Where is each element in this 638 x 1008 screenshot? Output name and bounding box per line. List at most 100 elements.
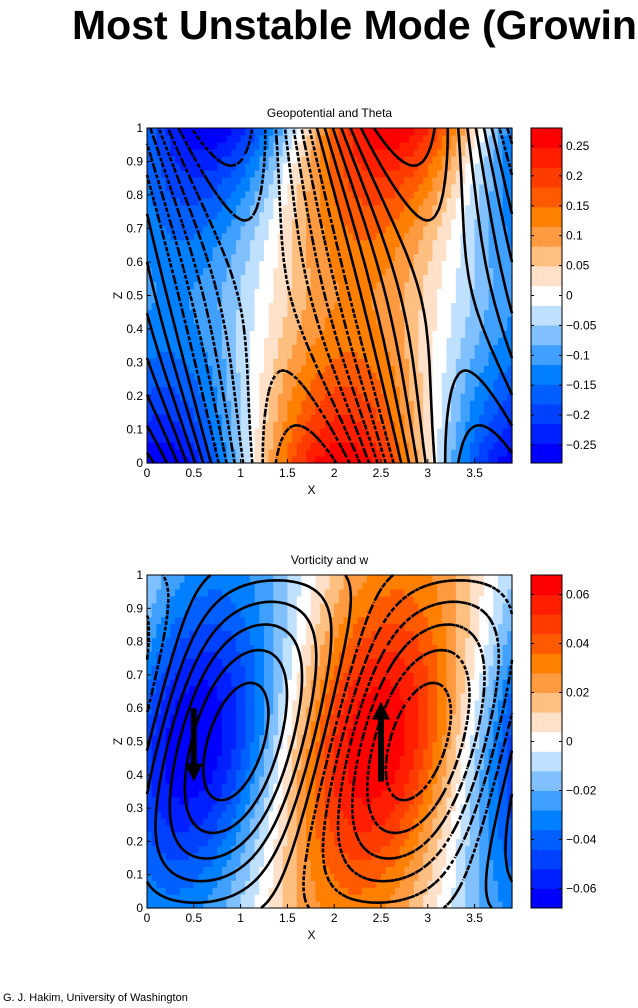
heatmap-cell [338,316,345,325]
heatmap-cell [240,442,246,450]
heatmap-cell [357,218,363,227]
heatmap-cell [161,197,167,206]
heatmap-cell [366,190,373,199]
heatmap-cell [437,281,443,290]
heatmap-cell [423,358,429,366]
heatmap-cell [151,253,157,262]
heatmap-cell [254,176,260,185]
heatmap-cell [203,218,209,227]
heatmap-cell [170,372,176,380]
heatmap-cell [245,414,251,422]
heatmap-cell [399,134,405,143]
heatmap-cell [278,428,284,436]
heatmap-cell [249,330,256,338]
heatmap-cell [493,309,499,318]
heatmap-cell [147,679,153,687]
heatmap-cell [184,190,190,199]
heatmap-cell [423,393,429,401]
heatmap-cell [451,134,457,143]
heatmap-cell [409,176,415,185]
heatmap-cell [179,755,186,763]
heatmap-cell [254,148,260,157]
heatmap-cell [427,337,434,345]
heatmap-cell [240,616,246,625]
heatmap-cell [338,246,345,255]
heatmap-cell [409,316,415,325]
heatmap-cell [221,407,228,415]
heatmap-cell [455,344,462,352]
heatmap-cell [235,637,242,645]
heatmap-cell [198,197,204,206]
heatmap-cell [221,887,228,895]
heatmap-cell [390,407,396,415]
heatmap-cell [175,575,181,583]
heatmap-cell [409,449,415,457]
heatmap-cell [507,169,513,178]
heatmap-cell [446,274,452,283]
heatmap-cell [507,421,513,429]
heatmap-cell [320,302,326,311]
heatmap-cell [334,309,340,318]
heatmap-cell [437,407,443,415]
heatmap-cell [483,239,490,248]
heatmap-cell [212,741,218,750]
heatmap-cell [221,602,228,611]
heatmap-cell [231,769,237,777]
heatmap-cell [446,162,452,171]
heatmap-cell [390,176,396,185]
heatmap-cell [184,748,190,756]
heatmap-cell [245,706,251,715]
heatmap-cell [151,148,157,157]
heatmap-cell [469,141,476,150]
heatmap-cell [460,337,466,345]
heatmap-cell [292,344,298,352]
heatmap-cell [502,358,508,366]
heatmap-cell [184,428,190,436]
heatmap-cell [156,692,162,701]
heatmap-cell [418,225,424,234]
heatmap-cell [465,190,471,199]
heatmap-cell [287,365,293,373]
heatmap-cell [376,274,382,283]
heatmap-cell [240,762,246,770]
heatmap-cell [147,128,153,136]
heatmap-cell [507,449,513,457]
heatmap-cell [245,330,251,338]
heatmap-cell [221,169,228,178]
heatmap-cell [427,435,434,443]
heatmap-cell [334,155,340,164]
heatmap-cell [465,225,471,234]
heatmap-cell [437,316,443,325]
heatmap-cell [179,699,186,708]
heatmap-cell [507,309,513,318]
heatmap-cell [287,351,293,359]
heatmap-cell [334,400,340,408]
heatmap-cell [207,734,214,743]
heatmap-cell [352,218,359,227]
heatmap-cell [282,358,288,366]
heatmap-cell [334,344,340,352]
heatmap-cell [179,400,186,408]
heatmap-cell [278,197,284,206]
heatmap-cell [161,887,167,895]
heatmap-cell [217,817,223,826]
heatmap-cell [245,741,251,750]
heatmap-cell [240,803,246,812]
heatmap-cell [161,128,167,136]
heatmap-cell [390,372,396,380]
heatmap-cell [483,225,490,234]
heatmap-cell [418,372,424,380]
heatmap-cell [441,239,448,248]
heatmap-cell [254,852,260,861]
heatmap-cell [371,197,377,206]
heatmap-cell [432,400,438,408]
heatmap-cell [179,176,186,185]
heatmap-cell [409,442,415,450]
heatmap-cell [268,141,274,150]
heatmap-cell [488,358,494,366]
heatmap-cell [460,183,466,192]
heatmap-cell [156,393,162,401]
heatmap-cell [334,225,340,234]
colorbar-swatch [531,285,562,306]
heatmap-cell [151,595,157,604]
